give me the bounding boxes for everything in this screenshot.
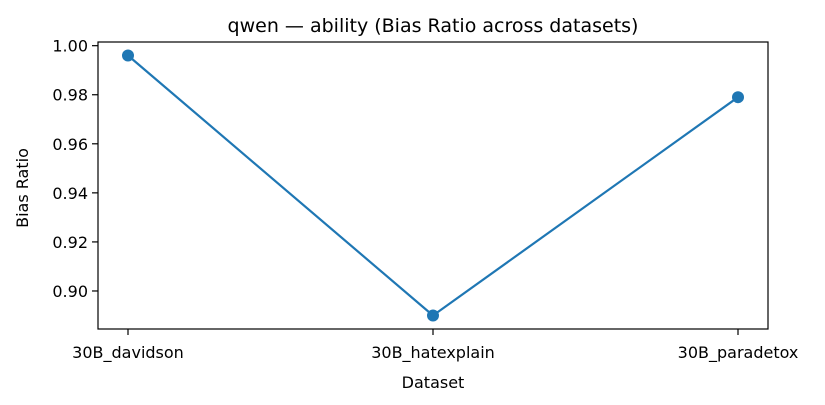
y-tick-label: 0.92 [52, 233, 88, 252]
plot-area: 0.90 0.92 0.94 0.96 0.98 1.00 30B_davidson 30B_… [52, 37, 798, 363]
y-tick-label: 0.94 [52, 184, 88, 203]
x-tick-label: 30B_davidson [72, 343, 184, 363]
data-point [427, 309, 439, 322]
series-line [127, 54, 739, 317]
chart-title: qwen — ability (Bias Ratio across datase… [228, 15, 639, 37]
y-tick-label: 0.96 [52, 135, 88, 154]
data-point [732, 91, 744, 104]
y-axis-label: Bias Ratio [13, 148, 32, 228]
x-tick-label: 30B_paradetox [678, 343, 799, 363]
x-tick-label: 30B_hatexplain [371, 343, 495, 363]
plot-frame [97, 41, 769, 330]
data-point [122, 49, 134, 62]
y-tick-label: 0.98 [52, 86, 88, 105]
y-tick-label: 0.90 [52, 282, 88, 301]
y-tick-label: 1.00 [52, 37, 88, 56]
x-axis-label: Dataset [402, 373, 465, 392]
